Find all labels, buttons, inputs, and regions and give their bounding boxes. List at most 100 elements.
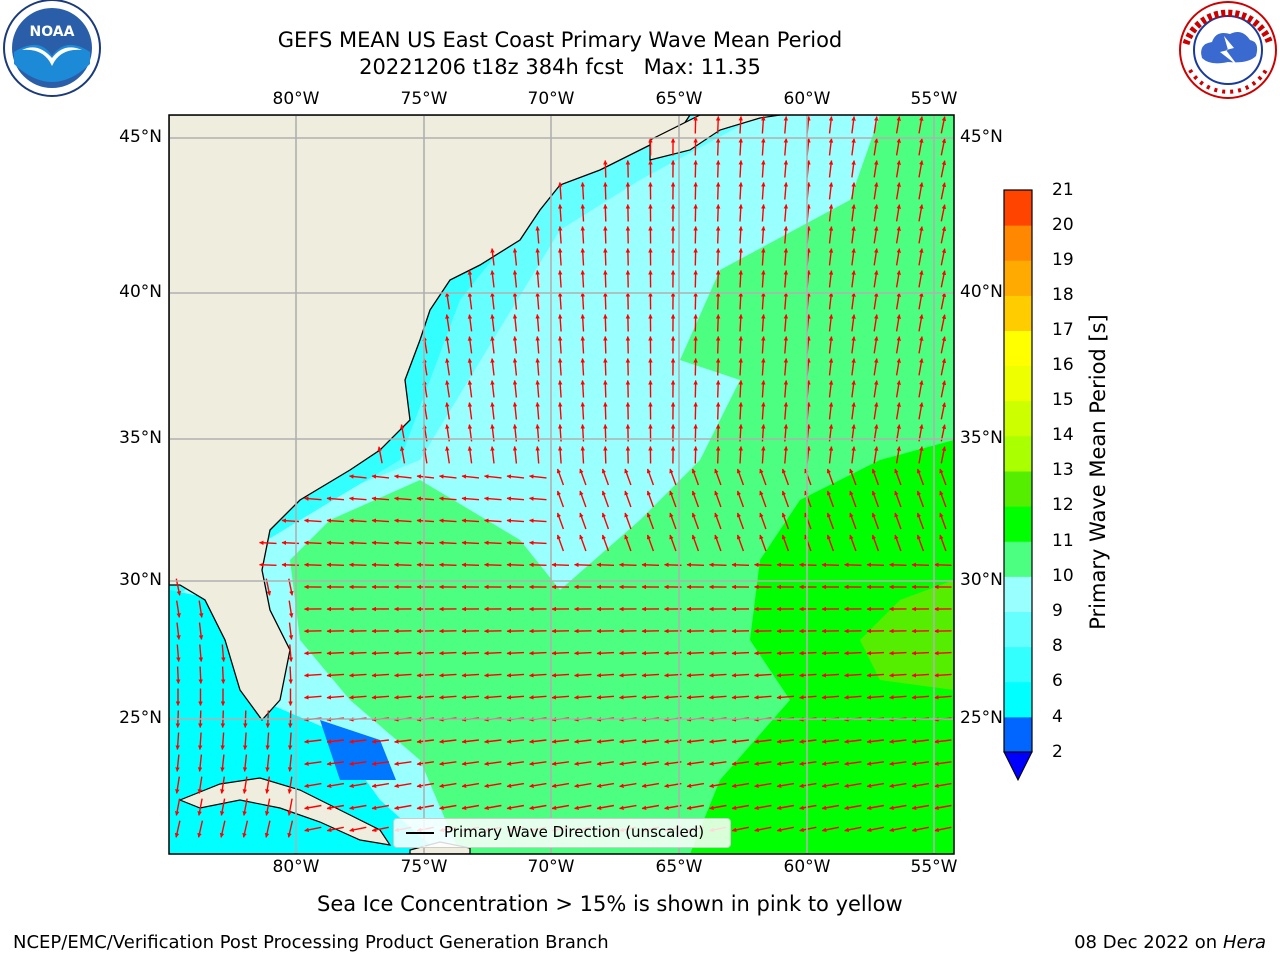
wave-arrow — [603, 314, 608, 332]
wave-arrow — [242, 776, 248, 794]
wave-arrow — [175, 666, 181, 684]
wave-arrow — [826, 534, 835, 552]
wave-arrow — [715, 160, 721, 178]
wave-arrow — [574, 761, 592, 766]
wave-arrow — [394, 804, 412, 810]
wave-arrow — [776, 826, 794, 833]
wave-arrow — [580, 358, 585, 376]
wave-arrow — [220, 666, 226, 684]
wave-arrow — [934, 739, 952, 744]
wave-arrow — [579, 512, 587, 530]
wave-arrow — [394, 673, 412, 678]
wave-arrow — [603, 204, 608, 222]
wave-arrow — [918, 314, 924, 332]
wave-arrow — [804, 512, 812, 530]
wave-arrow — [529, 673, 547, 678]
wave-arrow — [467, 292, 473, 310]
wave-arrow — [776, 761, 794, 766]
wave-arrow — [736, 490, 745, 508]
wave-arrow — [715, 138, 721, 156]
colorbar-tick: 16 — [1052, 355, 1074, 375]
wave-arrow — [512, 248, 518, 266]
wave-arrow — [895, 226, 901, 244]
wave-arrow — [551, 695, 570, 700]
wave-arrow — [844, 673, 862, 678]
wave-arrow — [198, 644, 204, 662]
wave-arrow — [490, 248, 495, 266]
wave-arrow — [484, 761, 502, 766]
wave-arrow — [467, 380, 473, 398]
wave-arrow — [326, 540, 345, 546]
wave-arrow — [529, 761, 547, 766]
wave-arrow — [761, 446, 766, 464]
wave-arrow — [371, 650, 390, 656]
wave-arrow — [512, 358, 518, 376]
colorbar-tick: 10 — [1052, 566, 1074, 586]
wave-arrow — [394, 761, 412, 766]
chart-subtitle: 20221206 t18z 384h fcst Max: 11.35 — [359, 55, 761, 79]
wave-arrow — [754, 761, 772, 766]
wave-arrow — [490, 292, 495, 310]
wave-arrow — [529, 474, 547, 479]
wave-arrow — [580, 336, 585, 354]
wave-arrow — [783, 248, 789, 266]
wave-arrow — [866, 804, 885, 810]
wave-arrow — [535, 402, 540, 420]
wave-arrow — [416, 562, 435, 568]
wave-arrow — [326, 826, 344, 833]
wave-arrow — [715, 314, 721, 332]
wave-arrow — [197, 732, 203, 750]
wave-arrow — [394, 650, 412, 656]
wave-arrow — [603, 402, 608, 420]
wave-arrow — [646, 468, 655, 486]
wave-arrow — [624, 468, 632, 486]
lat-label-left: 45°N — [119, 127, 162, 147]
wave-arrow — [849, 534, 857, 552]
wave-direction-arrows — [174, 116, 952, 838]
wave-arrow — [911, 826, 929, 833]
wave-arrow — [445, 446, 450, 464]
wave-arrow — [851, 358, 856, 376]
wave-arrow — [783, 336, 789, 354]
wave-arrow — [844, 695, 862, 700]
wave-arrow — [754, 650, 772, 656]
wave-arrow — [512, 402, 518, 420]
wave-arrow — [940, 248, 947, 266]
wave-arrow — [804, 534, 812, 552]
wave-arrow — [579, 468, 587, 486]
wave-arrow — [506, 804, 525, 810]
wave-arrow — [490, 336, 495, 354]
wave-arrow — [828, 226, 834, 244]
wave-arrow — [783, 314, 789, 332]
wave-arrow — [551, 673, 570, 678]
wave-arrow — [529, 562, 547, 568]
wave-arrow — [304, 650, 322, 656]
lon-label-top: 65°W — [655, 89, 703, 109]
wave-arrow — [484, 673, 502, 678]
wave-arrow — [691, 534, 700, 552]
wave-arrow — [895, 314, 901, 332]
wave-arrow — [579, 534, 587, 552]
wave-arrow — [416, 739, 434, 744]
colorbar-segment — [1004, 365, 1032, 402]
wave-arrow — [731, 562, 750, 568]
wave-arrow — [889, 650, 907, 656]
wave-arrow — [889, 804, 907, 810]
wave-arrow — [439, 474, 457, 479]
wave-arrow — [197, 798, 203, 816]
wave-arrow — [557, 314, 563, 332]
wave-arrow — [529, 650, 547, 656]
wave-arrow — [715, 226, 721, 244]
wave-arrow — [738, 402, 743, 420]
lon-label-top: 60°W — [783, 89, 831, 109]
wave-arrow — [709, 761, 727, 766]
wave-arrow — [715, 204, 721, 222]
wave-arrow — [851, 402, 856, 420]
wave-arrow — [580, 292, 585, 310]
wave-arrow — [461, 673, 480, 678]
wave-arrow — [484, 562, 502, 568]
wave-arrow — [506, 739, 524, 744]
colorbar-tick: 20 — [1052, 215, 1074, 235]
wave-arrow — [731, 650, 750, 656]
lon-label-bottom: 65°W — [655, 857, 703, 877]
